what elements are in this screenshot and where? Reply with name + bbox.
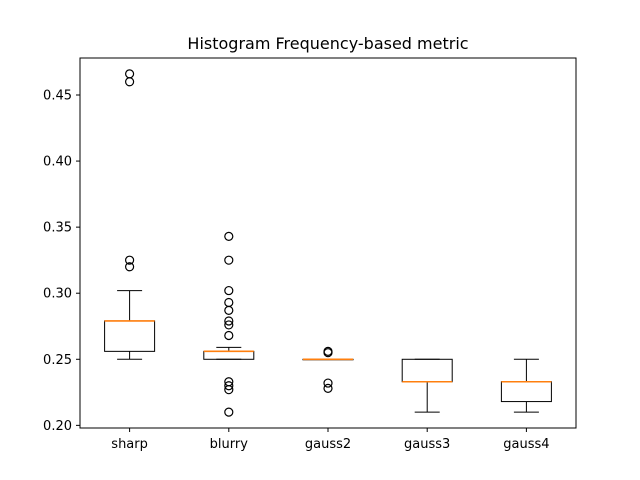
flier-point: [125, 69, 135, 79]
box-blurry: [203, 231, 255, 417]
box-gauss2: [302, 346, 354, 393]
y-tick-label: 0.20: [43, 419, 72, 434]
y-tick-label: 0.40: [43, 155, 72, 170]
x-tick-label: sharp: [111, 437, 148, 452]
x-tick-label: blurry: [210, 437, 249, 452]
x-tick-label: gauss4: [503, 437, 549, 452]
box-sharp: [104, 69, 156, 360]
flier-point: [224, 231, 234, 241]
flier-point: [224, 297, 234, 308]
chart-title: Histogram Frequency-based metric: [187, 34, 468, 53]
x-axis: sharp blurry gauss2 gauss3 gauss4: [111, 428, 550, 452]
box-gauss4: [500, 358, 552, 413]
flier-point: [224, 407, 234, 417]
flier-point: [125, 262, 135, 272]
x-tick-label: gauss3: [404, 437, 450, 452]
plot-area-frame: [79, 57, 577, 429]
flier-point: [224, 377, 234, 387]
y-tick-label: 0.25: [43, 353, 72, 368]
flier-point: [323, 383, 333, 393]
x-tick-label: gauss2: [305, 437, 351, 452]
flier-point: [323, 378, 333, 388]
flier-point: [224, 330, 234, 341]
flier-point: [323, 346, 333, 356]
flier-point: [125, 255, 135, 265]
flier-point: [224, 285, 234, 296]
boxes-layer: [104, 69, 552, 417]
flier-point: [224, 320, 234, 330]
y-axis: 0.20 0.25 0.30 0.35 0.40 0.45: [43, 89, 80, 434]
y-tick-label: 0.45: [43, 89, 72, 104]
box-gauss3: [401, 358, 453, 413]
flier-point: [224, 316, 234, 326]
flier-point: [224, 255, 234, 265]
y-tick-label: 0.30: [43, 287, 72, 302]
y-tick-label: 0.35: [43, 221, 72, 236]
flier-point: [224, 381, 234, 391]
